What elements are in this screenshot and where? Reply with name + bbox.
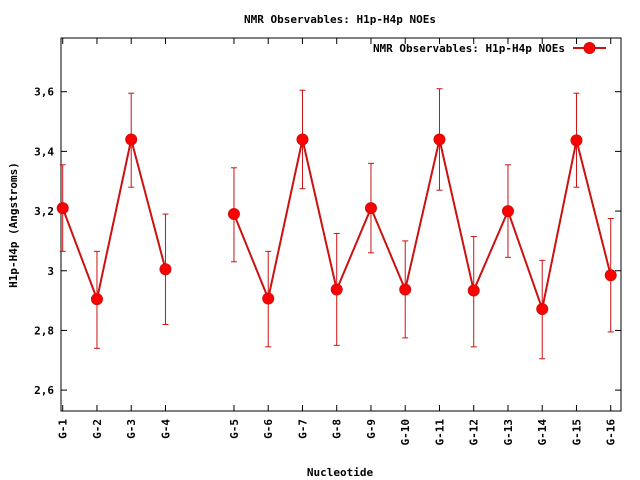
y-tick-label: 3,2 <box>34 205 54 218</box>
y-axis-label: H1p-H4p (Angstroms) <box>7 162 20 288</box>
series-layer <box>56 88 617 360</box>
x-tick-label: G-15 <box>570 419 583 446</box>
series-line <box>61 139 167 303</box>
x-tick-label: G-10 <box>399 419 412 446</box>
y-tick-label: 3,4 <box>34 145 54 158</box>
data-point <box>159 263 172 276</box>
y-tick-label: 2,6 <box>34 384 54 397</box>
legend: NMR Observables: H1p-H4p NOEs <box>373 42 606 55</box>
data-point <box>364 202 377 215</box>
x-tick-label: G-4 <box>159 419 172 439</box>
x-tick-label: G-12 <box>468 419 481 446</box>
x-tick-label: G-13 <box>502 419 515 446</box>
y-tick-label: 3,6 <box>34 86 54 99</box>
x-tick-label: G-6 <box>262 419 275 439</box>
data-point <box>56 202 69 215</box>
data-point <box>536 302 549 315</box>
x-tick-label: G-14 <box>536 419 549 446</box>
data-point <box>399 283 412 296</box>
data-point <box>262 292 275 305</box>
x-axis: G-1 G-2 G-3 G-4 G-5 G-6 G-7 G-8 G-9 G-10 G-11 G-12 G… <box>57 38 618 446</box>
data-point <box>125 133 138 146</box>
data-point <box>330 283 343 296</box>
data-point <box>604 269 617 282</box>
y-axis: 2,6 2,8 3 3,2 3,4 3,6 <box>34 86 621 397</box>
data-point <box>90 293 103 306</box>
legend-marker <box>583 42 596 54</box>
x-tick-label: G-2 <box>91 419 104 439</box>
x-tick-label: G-5 <box>228 419 241 439</box>
legend-label: NMR Observables: H1p-H4p NOEs <box>373 42 565 55</box>
x-axis-label: Nucleotide <box>307 466 374 479</box>
x-tick-label: G-11 <box>433 419 446 446</box>
x-tick-label: G-1 <box>57 419 70 439</box>
chart-title: NMR Observables: H1p-H4p NOEs <box>244 13 436 26</box>
data-point <box>570 134 583 147</box>
series-line <box>233 139 612 313</box>
plot-area <box>60 37 622 412</box>
y-tick-label: 3 <box>47 265 54 278</box>
y-tick-label: 2,8 <box>34 324 54 337</box>
data-point <box>467 284 480 297</box>
data-point <box>501 205 514 218</box>
x-tick-label: G-8 <box>331 419 344 439</box>
data-point <box>227 208 240 221</box>
data-point <box>296 133 309 146</box>
x-tick-label: G-16 <box>605 419 618 446</box>
x-tick-label: G-3 <box>125 419 138 439</box>
x-tick-label: G-7 <box>296 419 309 439</box>
data-point <box>433 133 446 146</box>
x-tick-label: G-9 <box>365 419 378 439</box>
